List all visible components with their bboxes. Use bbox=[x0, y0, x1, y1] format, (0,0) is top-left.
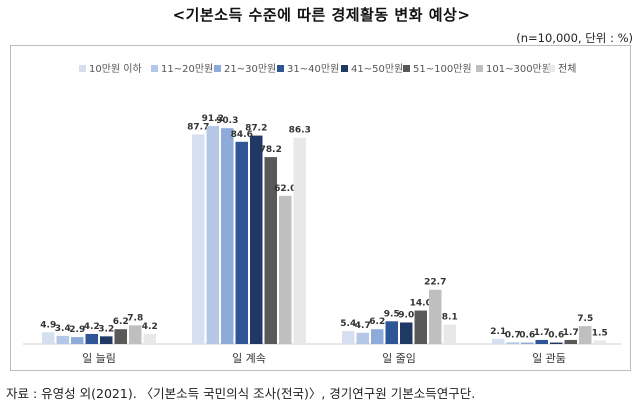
bar bbox=[429, 289, 442, 344]
bar bbox=[129, 325, 142, 344]
data-label: 7.8 bbox=[127, 313, 143, 323]
bar bbox=[400, 322, 413, 344]
bar bbox=[71, 337, 84, 344]
data-label: 3.4 bbox=[55, 324, 71, 334]
legend-swatch bbox=[341, 65, 348, 72]
bar bbox=[279, 195, 292, 344]
data-label: 87.2 bbox=[245, 124, 267, 134]
data-label: 4.7 bbox=[355, 321, 371, 331]
legend-label: 전체 bbox=[558, 63, 576, 75]
bar bbox=[356, 332, 369, 344]
data-label: 78.2 bbox=[260, 145, 282, 155]
bar bbox=[114, 329, 127, 344]
data-label: 5.4 bbox=[340, 319, 356, 329]
data-label: 14.0 bbox=[410, 299, 432, 309]
category-label: 일 관둠 bbox=[532, 351, 566, 365]
data-label: 84.6 bbox=[231, 130, 253, 140]
category-label: 일 줄임 bbox=[382, 351, 416, 365]
legend-label: 41~50만원 bbox=[351, 63, 403, 75]
bar bbox=[192, 134, 205, 344]
legend-label: 51~100만원 bbox=[413, 63, 472, 75]
bar bbox=[42, 332, 55, 344]
bar bbox=[371, 329, 384, 344]
bar bbox=[414, 310, 427, 344]
data-label: 1.5 bbox=[592, 328, 608, 338]
data-label: 8.1 bbox=[442, 313, 458, 323]
data-label: 4.2 bbox=[142, 322, 158, 332]
category-label: 일 계속 bbox=[232, 351, 266, 365]
bar bbox=[56, 335, 69, 344]
bar-chart: 10만원 이하 11~20만원 21~30만원 31~40만원 41~50만원 51~10… bbox=[23, 62, 621, 365]
data-label: 91.2 bbox=[202, 114, 224, 124]
bar bbox=[342, 331, 355, 344]
bar bbox=[593, 340, 606, 344]
data-label: 0.6 bbox=[519, 331, 535, 341]
data-label: 6.2 bbox=[369, 317, 385, 327]
data-label: 86.3 bbox=[289, 126, 311, 136]
bar bbox=[506, 342, 519, 344]
data-label: 2.1 bbox=[490, 327, 506, 337]
legend-label: 101~300만원 bbox=[486, 63, 551, 75]
bar bbox=[293, 137, 306, 344]
data-label: 9.5 bbox=[384, 309, 400, 319]
chart-frame: 10만원 이하 11~20만원 21~30만원 31~40만원 41~50만원 51~10… bbox=[10, 45, 631, 371]
unit-note: (n=10,000, 단위 : %) bbox=[516, 31, 633, 45]
data-label: 6.2 bbox=[113, 317, 129, 327]
data-label: 7.5 bbox=[577, 314, 593, 324]
legend-swatch bbox=[277, 65, 284, 72]
legend-label: 11~20만원 bbox=[161, 63, 213, 75]
bar bbox=[521, 342, 534, 344]
data-label: 1.7 bbox=[563, 328, 579, 338]
data-label: 3.2 bbox=[98, 324, 114, 334]
legend-swatch bbox=[79, 65, 86, 72]
bar bbox=[579, 326, 592, 344]
data-label: 62.0 bbox=[274, 184, 296, 194]
legend-swatch bbox=[476, 65, 483, 72]
bar bbox=[564, 339, 577, 344]
data-label: 4.2 bbox=[84, 322, 100, 332]
bar bbox=[206, 126, 219, 344]
legend-swatch bbox=[548, 65, 555, 72]
chart-title: <기본소득 수준에 따른 경제활동 변화 예상> bbox=[172, 6, 471, 24]
data-label: 0.6 bbox=[548, 331, 564, 341]
legend-swatch bbox=[214, 65, 221, 72]
bar bbox=[443, 324, 456, 344]
source-note: 자료 : 유영성 외(2021). 〈기본소득 국민의식 조사(전국)〉, 경기… bbox=[6, 386, 476, 401]
bar bbox=[250, 135, 263, 344]
data-label: 4.9 bbox=[40, 320, 56, 330]
legend-label: 21~30만원 bbox=[224, 63, 276, 75]
legend-swatch bbox=[403, 65, 410, 72]
data-label: 87.7 bbox=[187, 122, 209, 132]
data-label: 2.9 bbox=[69, 325, 85, 335]
data-label: 9.0 bbox=[398, 310, 414, 320]
data-label: 1.7 bbox=[534, 328, 550, 338]
bar bbox=[235, 141, 248, 344]
bar bbox=[492, 338, 505, 344]
bar bbox=[550, 342, 563, 344]
bar bbox=[143, 333, 156, 344]
bar bbox=[385, 321, 398, 344]
bar bbox=[264, 157, 277, 344]
bar bbox=[100, 336, 113, 344]
bar bbox=[535, 339, 548, 344]
bar bbox=[85, 333, 98, 344]
bar bbox=[221, 128, 234, 344]
data-label: 0.7 bbox=[505, 330, 521, 340]
data-label: 22.7 bbox=[424, 278, 446, 288]
legend-swatch bbox=[151, 65, 158, 72]
legend-label: 10만원 이하 bbox=[89, 62, 142, 75]
legend-label: 31~40만원 bbox=[287, 63, 339, 75]
data-label: 90.3 bbox=[216, 116, 238, 126]
category-label: 일 늘림 bbox=[82, 351, 116, 365]
